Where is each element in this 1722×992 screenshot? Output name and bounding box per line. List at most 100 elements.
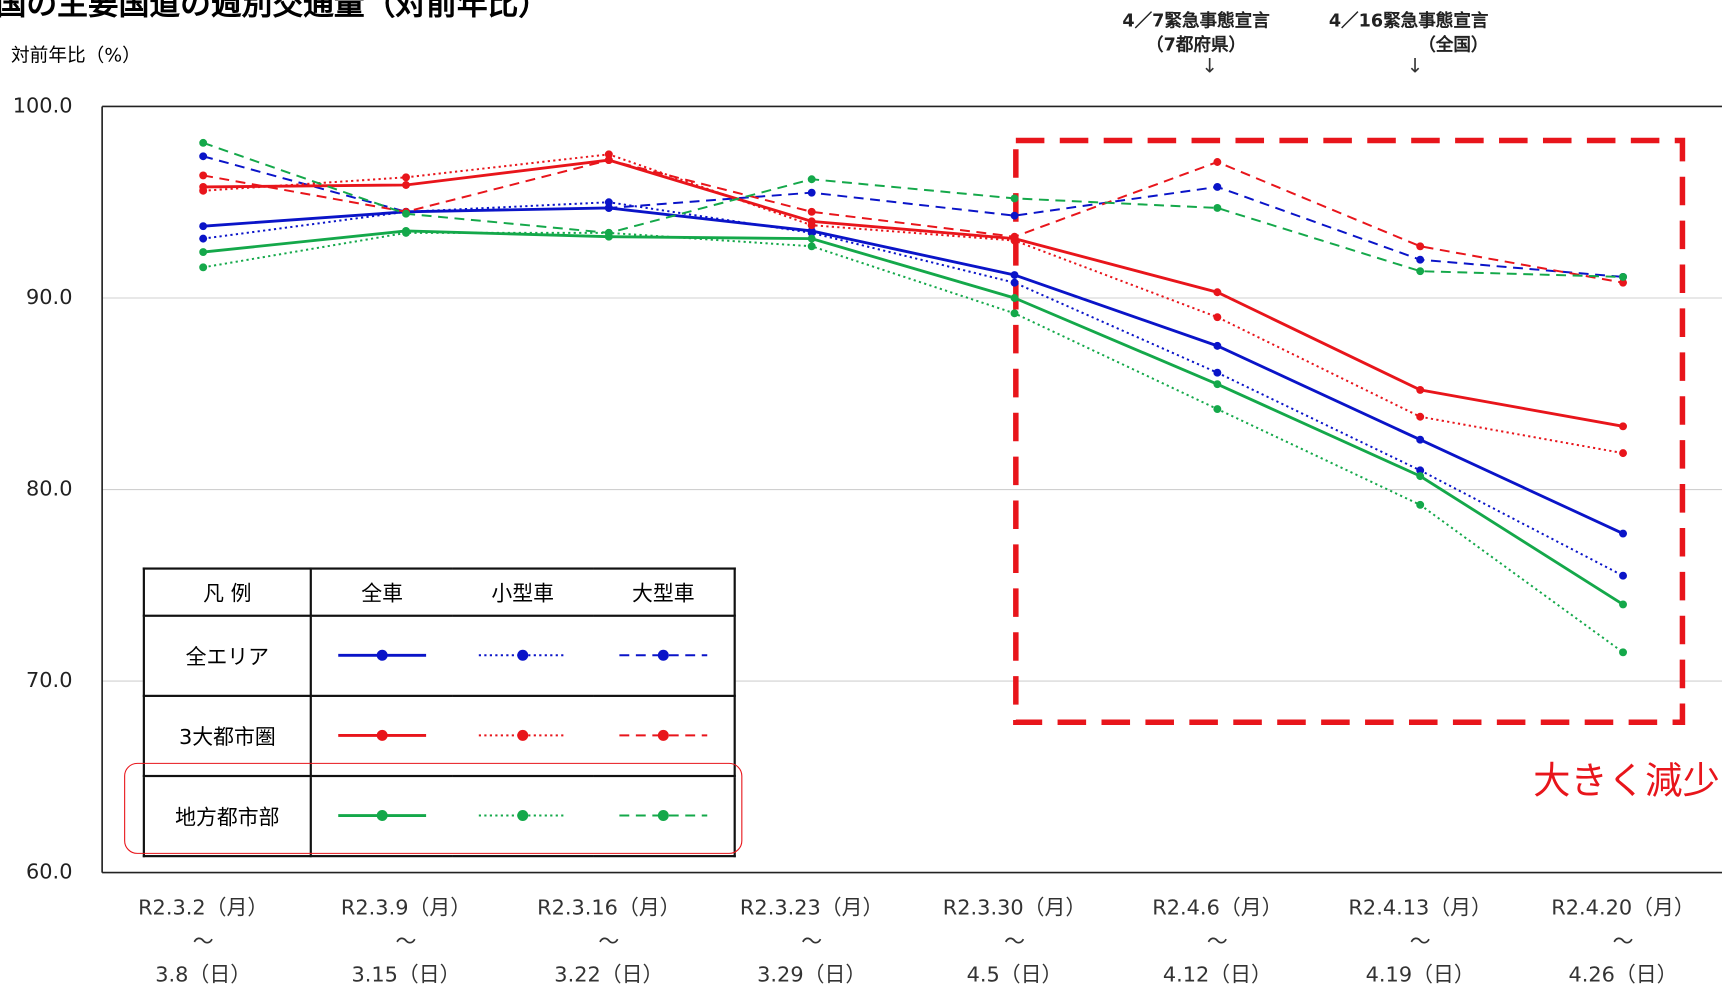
data-point — [199, 263, 208, 272]
data-point — [1619, 648, 1627, 657]
data-point — [1213, 368, 1222, 377]
x-tick-label: R2.4.6（月） ～ 4.12（日） — [1152, 895, 1283, 987]
legend-sample-cell — [452, 614, 594, 697]
data-point — [604, 228, 613, 237]
data-point — [1416, 412, 1425, 421]
data-point — [1416, 435, 1425, 444]
data-point — [1010, 294, 1019, 302]
series-line — [203, 158, 1624, 428]
y-tick-label: 60.0 — [26, 860, 72, 884]
data-point — [1416, 385, 1425, 394]
data-point — [199, 248, 208, 256]
x-tick-label: R2.3.23（月） ～ 3.29（日） — [739, 895, 884, 987]
x-tick-label: R2.3.16（月） ～ 3.22（日） — [537, 895, 681, 987]
legend-sample-cell — [593, 774, 736, 858]
data-point — [1010, 278, 1019, 287]
series-line — [203, 206, 1624, 535]
data-point — [807, 221, 816, 230]
annotation: 4／16緊急事態宣言 （全国） — [1328, 9, 1489, 55]
data-point — [199, 171, 208, 180]
data-point — [1416, 255, 1425, 264]
data-point — [1619, 571, 1627, 580]
series-line — [203, 231, 1624, 654]
data-point — [1416, 242, 1425, 251]
legend-marker — [657, 729, 669, 741]
x-tick-label: R2.3.2（月） ～ 3.8（日） — [138, 895, 269, 987]
series-line — [202, 155, 1624, 278]
data-point — [1619, 422, 1627, 431]
highlight-box — [124, 762, 743, 854]
data-point — [604, 150, 613, 159]
legend-row: 地方都市部 — [142, 774, 736, 858]
data-point — [807, 188, 816, 197]
x-tick-label: R2.4.13（月） ～ 4.19（日） — [1348, 895, 1492, 987]
data-point — [1213, 341, 1222, 350]
legend-marker — [517, 649, 529, 661]
data-point — [1010, 309, 1019, 318]
y-tick-label: 80.0 — [26, 477, 72, 501]
annotation-arrow: ↓ — [1406, 54, 1424, 78]
data-point — [1416, 472, 1425, 481]
data-point — [199, 152, 208, 161]
series-line — [203, 229, 1624, 606]
data-point — [199, 186, 208, 195]
series-line — [202, 141, 1624, 278]
legend-sample-cell — [309, 614, 453, 697]
legend-marker — [376, 649, 388, 661]
data-point — [604, 204, 613, 212]
data-point — [807, 175, 816, 184]
data-point — [1619, 449, 1627, 458]
data-point — [807, 242, 816, 251]
legend-kind: 小型車 — [452, 567, 594, 617]
data-point — [402, 181, 410, 189]
data-point — [807, 228, 816, 237]
data-point — [807, 234, 816, 243]
legend-marker — [517, 729, 529, 741]
legend-sample-cell — [593, 614, 736, 697]
legend-swatch — [338, 809, 427, 821]
legend-marker — [376, 809, 388, 821]
data-point — [1416, 500, 1425, 509]
data-point — [402, 228, 410, 237]
data-point — [402, 173, 410, 182]
data-point — [1213, 158, 1222, 166]
annotation-arrow: ↓ — [1201, 54, 1219, 78]
x-tick-label: R2.3.9（月） ～ 3.15（日） — [340, 895, 472, 987]
data-point — [1010, 271, 1019, 279]
legend-swatch — [478, 729, 567, 741]
legend-marker — [657, 809, 669, 821]
data-point — [199, 222, 208, 231]
series-line — [203, 153, 1624, 455]
data-point — [1416, 466, 1425, 475]
data-point — [1010, 232, 1019, 241]
legend-marker — [517, 809, 529, 821]
legend-kind: 全車 — [309, 567, 453, 617]
legend-group: 地方都市部 — [142, 774, 312, 858]
legend-swatch — [619, 649, 708, 661]
callout: 大きく減少 — [1533, 759, 1720, 804]
series-line — [203, 201, 1624, 577]
data-point — [1213, 288, 1222, 297]
legend-title: 凡 例 — [142, 567, 312, 617]
legend-sample-cell — [309, 774, 453, 858]
data-point — [604, 156, 613, 165]
legend-swatch — [478, 809, 567, 821]
legend-kind: 大型車 — [593, 567, 736, 617]
data-point — [1213, 204, 1222, 212]
data-point — [1010, 194, 1019, 203]
data-point — [1010, 211, 1019, 220]
data-point — [807, 207, 816, 216]
series-line — [202, 159, 1624, 284]
data-point — [1619, 600, 1627, 609]
chart-title: 国の主要国道の週別交通量（対前年比） — [0, 0, 550, 22]
legend-sample-cell — [452, 774, 594, 858]
legend-swatch — [619, 809, 708, 821]
legend-group: 全エリア — [142, 614, 312, 697]
legend-swatch — [619, 729, 708, 741]
legend-swatch — [338, 649, 427, 661]
data-point — [604, 198, 613, 207]
highlight-region — [1013, 137, 1686, 725]
legend-header: 凡 例全車 小型車 大型車 — [142, 567, 736, 617]
